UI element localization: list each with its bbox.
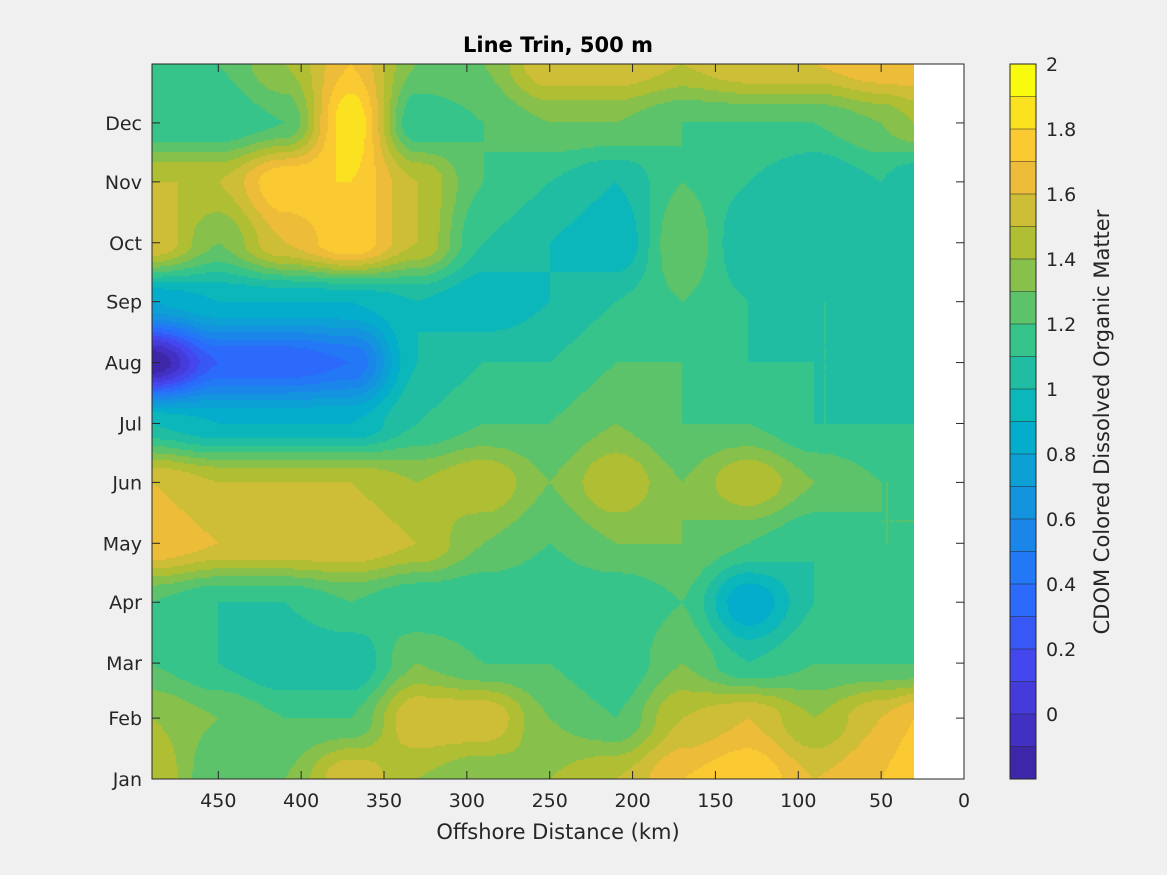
contour-field [152,64,914,779]
colorbar-bin [1010,161,1036,194]
colorbar-tick-label: 0 [1046,704,1058,726]
colorbar-bin [1010,64,1036,97]
y-tick-label: Nov [105,172,142,194]
colorbar-tick-label: 0.6 [1046,509,1076,531]
x-tick-label: 300 [449,790,485,812]
colorbar-tick-label: 0.2 [1046,639,1076,661]
colorbar-bin [1010,616,1036,649]
colorbar-bin [1010,454,1036,487]
colorbar-bin [1010,519,1036,552]
plot-frame [151,63,965,780]
colorbar-tick-label: 0.8 [1046,444,1076,466]
x-axis-ticks: 450 400 350 300 250 200 150 100 50 0 [200,64,970,812]
y-tick-label: Jul [118,413,142,435]
y-tick-label: Sep [106,292,142,314]
colorbar-frame [1009,63,1037,780]
colorbar-bin [1010,746,1036,779]
colorbar-tick-label: 1.6 [1046,184,1076,206]
colorbar-tick-label: 1.8 [1046,119,1076,141]
y-tick-label: Dec [105,113,142,135]
colorbar-bin [1010,291,1036,324]
x-tick-label: 400 [283,790,319,812]
x-tick-label: 150 [697,790,733,812]
y-tick-label: Jun [111,472,142,494]
chart-title: Line Trin, 500 m [463,33,653,57]
y-tick-label: Aug [105,353,142,375]
x-tick-label: 200 [614,790,650,812]
colorbar-bin [1010,356,1036,389]
y-tick-label: Mar [106,653,142,675]
x-axis-label: Offshore Distance (km) [436,820,679,844]
x-tick-label: 100 [780,790,816,812]
x-tick-label: 250 [532,790,568,812]
colorbar-label: CDOM Colored Dissolved Organic Matter [1090,209,1114,634]
colorbar-bin [1010,389,1036,422]
colorbar-bin [1010,681,1036,714]
colorbar-bin [1010,421,1036,454]
y-tick-label: May [103,533,142,555]
y-tick-label: Feb [108,708,142,730]
colorbar-tick-label: 1.4 [1046,249,1076,271]
colorbar-bin [1010,226,1036,259]
colorbar-bin [1010,486,1036,519]
colorbar-bin [1010,129,1036,162]
y-axis-ticks: Jan Feb Mar Apr May Jun Jul Aug Sep Oct Nov Dec [103,113,964,791]
colorbar-tick-label: 1.2 [1046,314,1076,336]
y-tick-label: Jan [112,769,142,791]
colorbar [1010,64,1036,779]
colorbar-tick-label: 0.4 [1046,574,1076,596]
y-tick-label: Oct [109,233,142,255]
colorbar-bin [1010,714,1036,747]
contour-image [152,64,914,779]
colorbar-bin [1010,324,1036,357]
x-tick-label: 350 [366,790,402,812]
colorbar-tick-label: 1 [1046,379,1058,401]
colorbar-bin [1010,551,1036,584]
colorbar-bin [1010,96,1036,129]
x-tick-label: 50 [869,790,893,812]
x-tick-label: 0 [958,790,970,812]
colorbar-tick-label: 2 [1046,54,1058,76]
x-tick-label: 450 [200,790,236,812]
colorbar-bin [1010,194,1036,227]
colorbar-bin [1010,584,1036,617]
y-tick-label: Apr [109,592,142,614]
colorbar-bin [1010,649,1036,682]
colorbar-bin [1010,259,1036,292]
colorbar-ticks: 0 0.2 0.4 0.6 0.8 1 1.2 1.4 1.6 1.8 2 [1046,54,1076,726]
